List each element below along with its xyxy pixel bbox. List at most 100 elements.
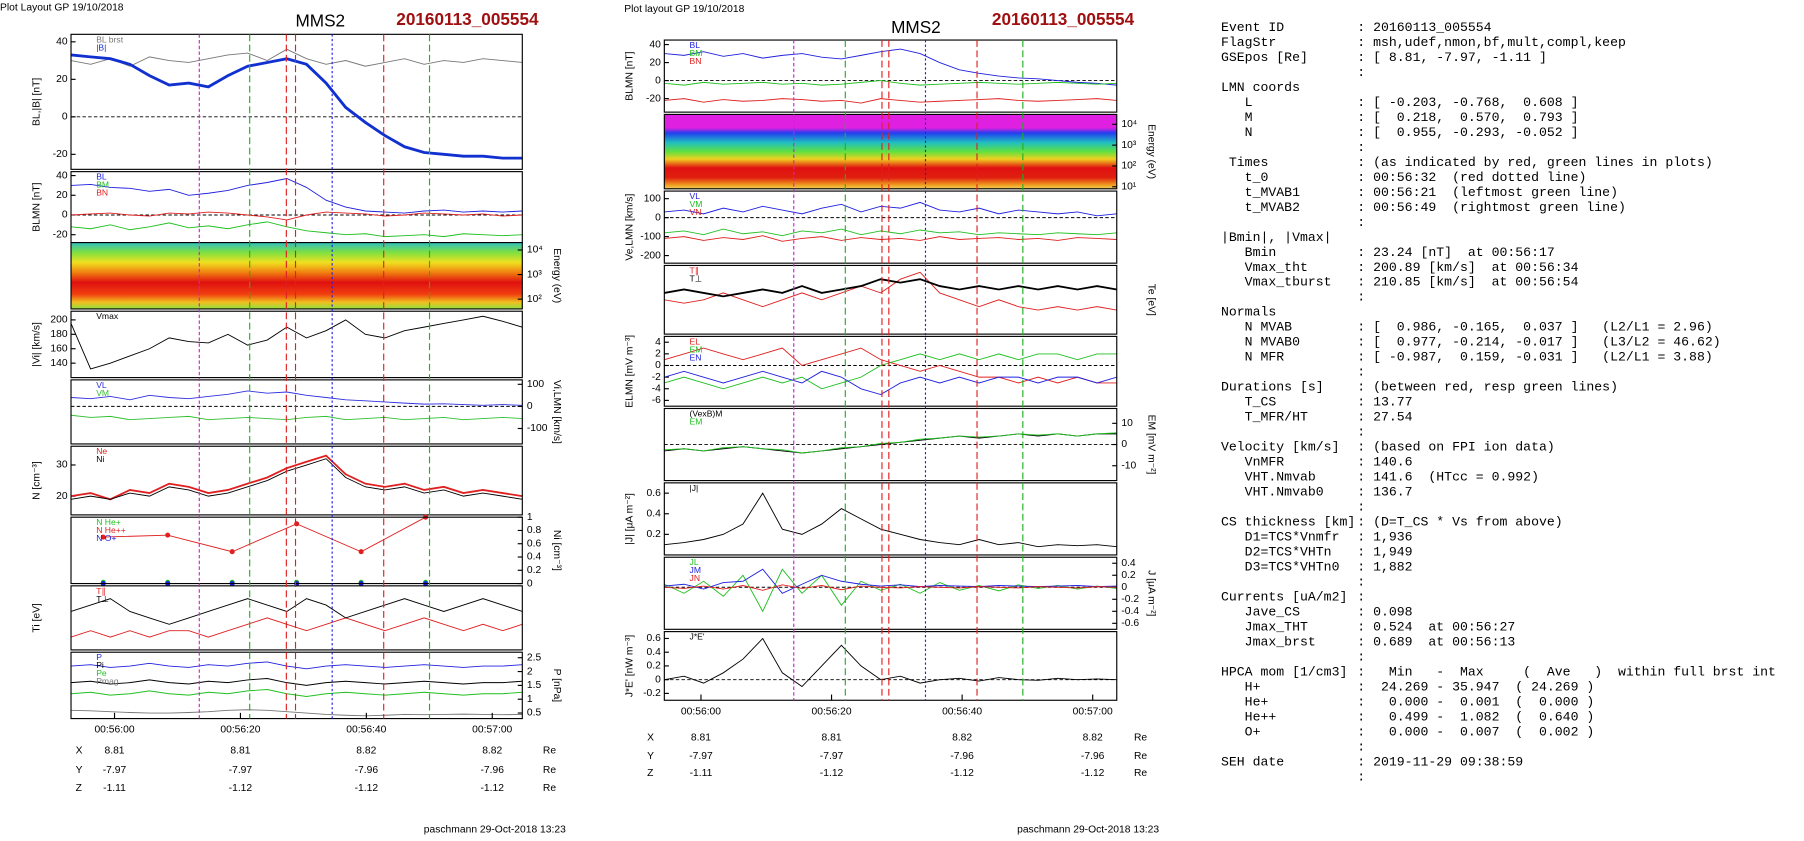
listing-value: : msh,udef,nmon,bf,mult,compl,keep [1357,35,1626,50]
y-tick-label: -100 [640,231,661,242]
series-line [70,458,523,500]
y-tick-label: 1 [527,512,533,523]
position-cell: -1.12 [480,783,504,794]
series-line [664,235,1117,242]
y-tick-label: 30 [56,460,68,471]
legend-entry: VL [690,191,701,201]
series-line [70,221,523,238]
y-tick-label: 0.4 [647,647,662,658]
series-line [664,201,1117,217]
marker [165,532,171,538]
series-line [664,353,1117,390]
y-tick-label: 0 [655,212,661,223]
position-cell: 8.81 [822,733,842,744]
y-tick-label: 4 [655,337,661,348]
y-tick-label: 10¹ [1121,182,1136,193]
y-tick-label: 0 [527,578,533,589]
panel-frame [70,516,523,585]
legend-entry: T∥ [690,265,700,275]
y-tick-label: 40 [56,37,68,48]
y-tick-label: -100 [527,423,548,434]
y-axis-label: ELMN [mV m⁻³] [625,335,636,408]
x-tick-label: 00:56:00 [681,706,721,717]
series-line [664,278,1117,298]
position-cell: Re [543,783,556,794]
y-tick-label: 0.5 [527,708,542,719]
listing-key: VnMFR [1221,455,1284,470]
y-axis-label: EM [mV m⁻²] [1145,415,1156,475]
header: Plot Layout GP 19/10/2018 [0,3,124,14]
listing-value: : 13.77 [1357,395,1412,410]
y-axis-label: BL,|B| [nT] [31,78,42,126]
spectrogram [664,114,1117,189]
y-tick-label: 10⁴ [527,245,543,256]
y-tick-label: 160 [50,343,67,354]
listing-value: : 00:56:49 (rightmost green line) [1357,200,1626,215]
listing-value: : 0.499 - 1.082 ( 0.640 ) [1357,709,1594,724]
y-axis-label: |Vi| [km/s] [31,322,42,367]
footer: paschmann 29-Oct-2018 13:23 [424,824,566,835]
event-id: 20160113_005554 [396,9,539,29]
listing-value: : 0.689 at 00:56:13 [1357,634,1515,649]
y-tick-label: -4 [652,383,661,394]
panel-frame [70,379,523,445]
position-cell: -7.97 [229,765,253,776]
y-tick-label: 0 [62,210,68,221]
listing-value: : [1357,739,1365,754]
legend-entry: Pi [96,660,104,670]
listing-value: : (based on FPI ion data) [1357,440,1554,455]
legend-entry: BN [690,56,702,66]
panel-frame [663,556,1118,630]
y-tick-label: 10³ [1121,140,1136,151]
panel-frame [70,310,523,379]
y-axis-label: BLMN [nT] [31,182,42,231]
listing-value: : [1357,500,1365,515]
y-tick-label: 0.2 [1121,570,1136,581]
position-cell: Z [76,783,82,794]
position-cell: 8.81 [230,745,250,756]
marker [100,534,106,540]
listing-value: : 0.000 - 0.001 ( 0.000 ) [1357,694,1594,709]
position-cell: Re [1134,751,1147,762]
y-tick-label: 40 [56,170,68,181]
x-tick-label: 00:57:00 [1073,706,1113,717]
listing-key: Event ID [1221,20,1284,35]
position-cell: -7.96 [355,765,379,776]
position-cell: Re [1134,768,1147,779]
y-tick-label: -0.4 [1121,606,1139,617]
legend-entry: BM [96,180,109,190]
listing-value: : [ 8.81, -7.97, -1.11 ] [1357,50,1547,65]
series-line [664,228,1117,237]
position-cell: X [76,745,83,756]
y-tick-label: -2 [652,372,661,383]
position-cell: Y [76,765,83,776]
y-tick-label: -6 [652,395,661,406]
y-tick-label: 0 [655,360,661,371]
y-tick-label: 0.6 [527,538,542,549]
panel-frame [70,242,523,310]
legend-entry: VL [96,380,107,390]
y-tick-label: 100 [644,193,661,204]
y-axis-label: N [cm⁻³] [31,461,42,500]
y-axis-label: BLMN [nT] [625,51,636,100]
legend-entry: (VexB)M [690,408,723,418]
x-tick-label: 00:56:40 [346,725,386,736]
legend-entry: |J| [690,483,699,493]
position-cell: 8.82 [356,745,376,756]
listing-value: : 24.269 - 35.947 ( 24.269 ) [1357,679,1594,694]
panel-frame [663,482,1118,556]
listing-key: |Bmin|, |Vmax| [1221,230,1332,245]
y-tick-label: 20 [56,491,68,502]
y-tick-label: 0 [1121,439,1127,450]
legend-entry: EM [690,344,703,354]
position-cell: X [647,733,654,744]
listing-key: Jmax_brst [1221,634,1316,649]
series-line [70,390,523,406]
legend-entry: Pe [96,668,107,678]
position-cell: Z [647,768,653,779]
listing-key: LMN coords [1221,80,1300,95]
listing-value: : 136.7 [1357,485,1412,500]
position-cell: -7.96 [950,751,974,762]
y-tick-label: 0.6 [647,488,662,499]
